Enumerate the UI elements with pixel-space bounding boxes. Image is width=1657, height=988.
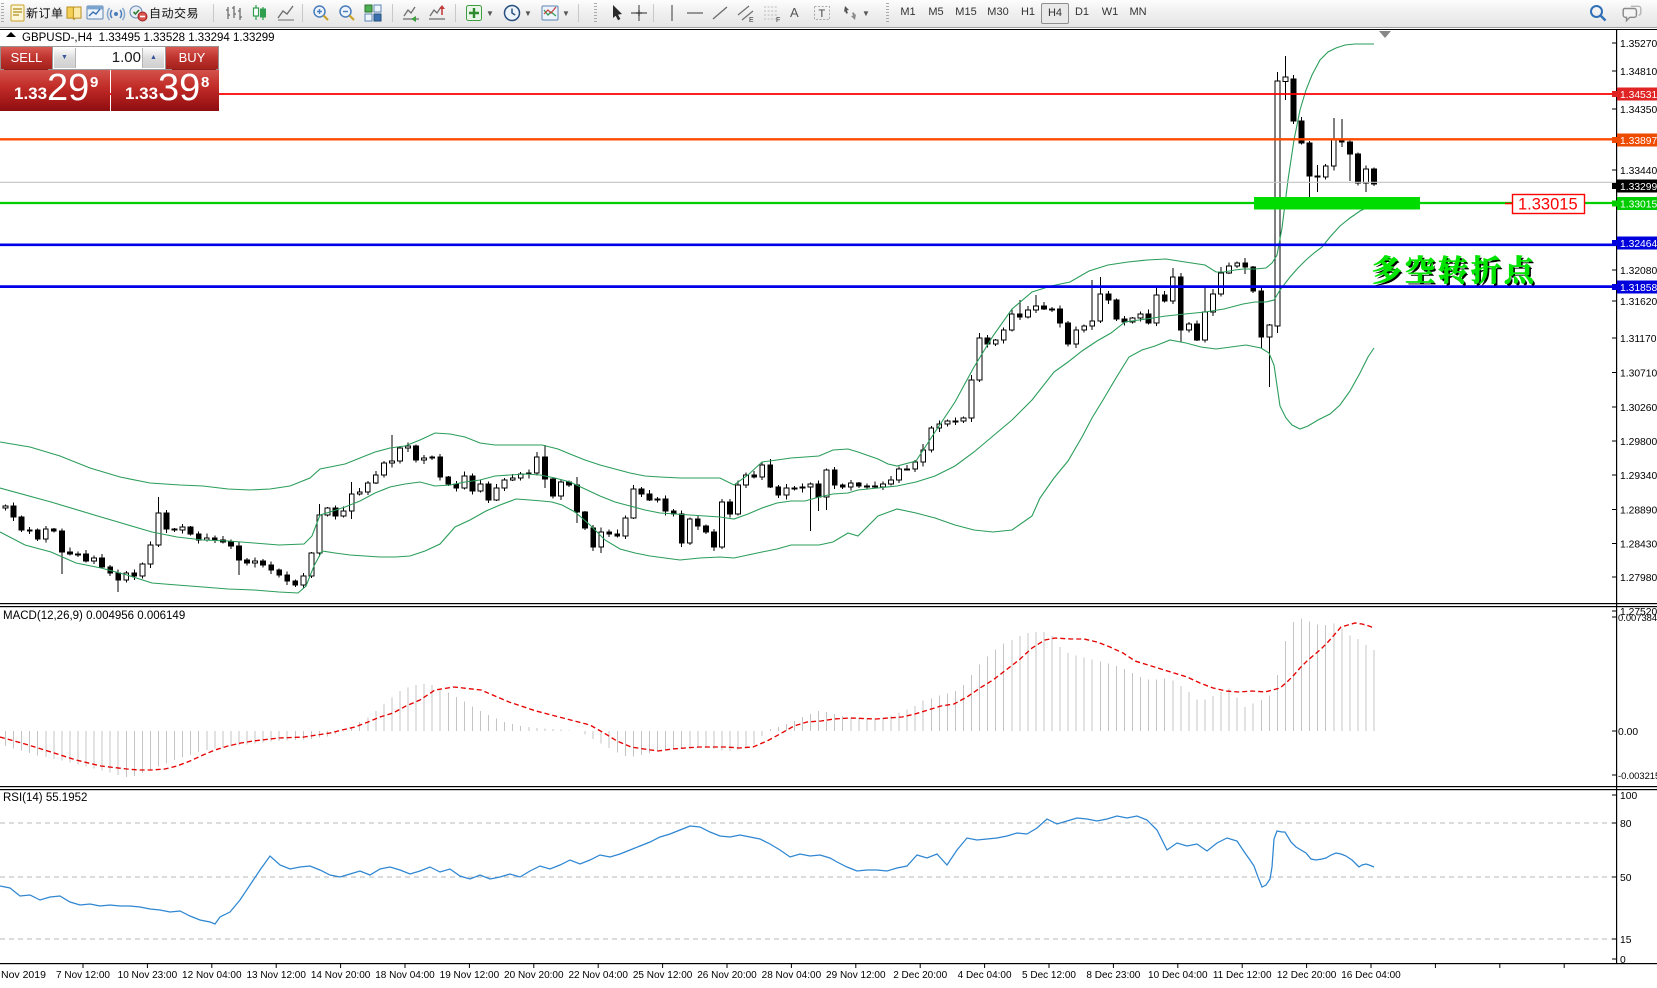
svg-text:1.33299: 1.33299 xyxy=(1620,182,1657,193)
svg-text:1.32080: 1.32080 xyxy=(1620,266,1657,277)
svg-text:1.29340: 1.29340 xyxy=(1620,471,1657,482)
svg-text:18 Nov 04:00: 18 Nov 04:00 xyxy=(375,970,435,981)
svg-text:1.31170: 1.31170 xyxy=(1620,334,1657,345)
svg-text:1.28890: 1.28890 xyxy=(1620,506,1657,517)
svg-text:29 Nov 12:00: 29 Nov 12:00 xyxy=(826,970,886,981)
svg-text:26 Nov 20:00: 26 Nov 20:00 xyxy=(697,970,757,981)
svg-text:1.35270: 1.35270 xyxy=(1620,39,1657,50)
svg-text:T: T xyxy=(819,8,826,20)
svg-text:11 Dec 12:00: 11 Dec 12:00 xyxy=(1213,970,1272,981)
svg-text:50: 50 xyxy=(1620,873,1632,884)
svg-text:F: F xyxy=(776,17,780,23)
svg-text:0.007384: 0.007384 xyxy=(1618,612,1657,623)
svg-text:1.33015: 1.33015 xyxy=(1518,196,1578,214)
svg-text:80: 80 xyxy=(1620,819,1632,830)
svg-text:28 Nov 04:00: 28 Nov 04:00 xyxy=(762,970,822,981)
svg-text:1.34531: 1.34531 xyxy=(1620,90,1657,101)
svg-text:13 Nov 12:00: 13 Nov 12:00 xyxy=(246,970,306,981)
svg-text:25 Nov 12:00: 25 Nov 12:00 xyxy=(633,970,693,981)
svg-text:19 Nov 12:00: 19 Nov 12:00 xyxy=(440,970,500,981)
svg-text:RSI(14) 55.1952: RSI(14) 55.1952 xyxy=(3,792,87,804)
svg-text:12 Dec 20:00: 12 Dec 20:00 xyxy=(1277,970,1337,981)
svg-text:10 Dec 04:00: 10 Dec 04:00 xyxy=(1148,970,1208,981)
svg-text:100: 100 xyxy=(1620,791,1637,802)
svg-text:5 Dec 12:00: 5 Dec 12:00 xyxy=(1022,970,1076,981)
svg-text:1.31620: 1.31620 xyxy=(1620,297,1657,308)
svg-text:0: 0 xyxy=(1620,955,1626,966)
svg-text:E: E xyxy=(749,17,754,23)
svg-text:1.30710: 1.30710 xyxy=(1620,369,1657,380)
svg-text:0.00: 0.00 xyxy=(1618,727,1638,738)
svg-text:1.29800: 1.29800 xyxy=(1620,437,1657,448)
svg-text:1.34810: 1.34810 xyxy=(1620,67,1657,78)
svg-text:1.28430: 1.28430 xyxy=(1620,540,1657,551)
svg-text:1.33440: 1.33440 xyxy=(1620,166,1657,177)
svg-text:10 Nov 23:00: 10 Nov 23:00 xyxy=(118,970,178,981)
svg-text:2 Dec 20:00: 2 Dec 20:00 xyxy=(893,970,947,981)
svg-text:Nov 2019: Nov 2019 xyxy=(1,969,46,981)
svg-text:15: 15 xyxy=(1620,935,1632,946)
svg-text:20 Nov 20:00: 20 Nov 20:00 xyxy=(504,970,564,981)
svg-text:1.32464: 1.32464 xyxy=(1620,239,1657,250)
svg-text:1.34350: 1.34350 xyxy=(1620,105,1657,116)
svg-text:-0.003215: -0.003215 xyxy=(1618,770,1657,781)
svg-text:4 Dec 04:00: 4 Dec 04:00 xyxy=(958,970,1012,981)
svg-text:1.30260: 1.30260 xyxy=(1620,403,1657,414)
svg-text:12 Nov 04:00: 12 Nov 04:00 xyxy=(182,970,242,981)
svg-text:14 Nov 20:00: 14 Nov 20:00 xyxy=(311,970,371,981)
svg-text:7 Nov 12:00: 7 Nov 12:00 xyxy=(56,970,110,981)
svg-text:16 Dec 04:00: 16 Dec 04:00 xyxy=(1341,970,1401,981)
svg-text:GBPUSD-,H4 1.33495 1.33528 1.: GBPUSD-,H4 1.33495 1.33528 1.33294 1.332… xyxy=(22,32,275,44)
svg-text:MACD(12,26,9) 0.004956 0.00614: MACD(12,26,9) 0.004956 0.006149 xyxy=(3,610,185,622)
svg-text:1.33015: 1.33015 xyxy=(1620,199,1657,210)
svg-text:1.31858: 1.31858 xyxy=(1620,283,1657,294)
svg-text:22 Nov 04:00: 22 Nov 04:00 xyxy=(568,970,628,981)
svg-text:1.27980: 1.27980 xyxy=(1620,573,1657,584)
svg-text:1.33897: 1.33897 xyxy=(1620,136,1657,147)
svg-text:1.27520: 1.27520 xyxy=(1620,607,1657,618)
svg-text:8 Dec 23:00: 8 Dec 23:00 xyxy=(1086,970,1140,981)
